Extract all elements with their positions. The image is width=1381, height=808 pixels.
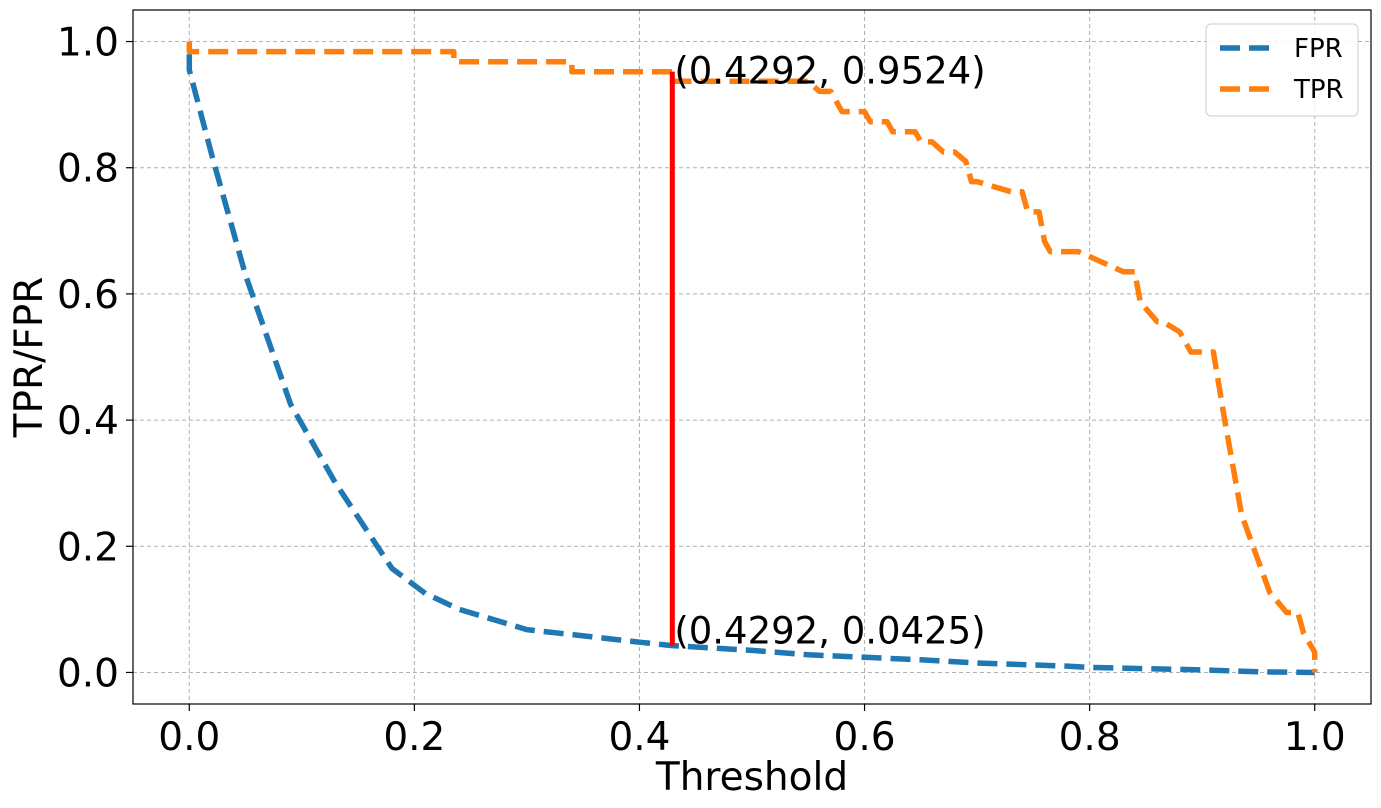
x-axis-title: Threshold <box>655 755 848 800</box>
y-tick-label: 1.0 <box>57 21 119 66</box>
grid <box>133 10 1371 704</box>
y-tick-label: 0.4 <box>57 399 119 444</box>
annotations: (0.4292, 0.9524) (0.4292, 0.0425) <box>674 50 985 653</box>
legend-label-fpr: FPR <box>1294 34 1343 64</box>
annotation-label: (0.4292, 0.9524) <box>674 50 985 93</box>
y-tick-label: 0.0 <box>57 651 119 696</box>
series-lines <box>186 41 1318 676</box>
y-axis-title: TPR/FPR <box>7 277 52 439</box>
annotation-label: (0.4292, 0.0425) <box>674 610 985 653</box>
series-line-fpr <box>186 54 1315 676</box>
legend-box <box>1205 23 1359 117</box>
legend: FPR TPR <box>1205 23 1359 117</box>
axes: 0.0 0.2 0.4 0.6 0.8 1.0 0.0 0.2 0.4 0.6 0.8 1.0 Thre… <box>7 9 1372 800</box>
y-tick-label: 0.8 <box>57 147 119 192</box>
x-tick-label: 0.2 <box>383 715 445 760</box>
x-tick-label: 0.0 <box>158 715 220 760</box>
series-line-tpr <box>186 41 1318 673</box>
x-tick-label: 0.8 <box>1059 715 1121 760</box>
x-tick-label: 0.6 <box>834 715 896 760</box>
x-tick-label: 0.4 <box>608 715 670 760</box>
x-tick-label: 1.0 <box>1284 715 1346 760</box>
plot-frame <box>132 9 1372 705</box>
legend-label-tpr: TPR <box>1293 75 1344 105</box>
y-tick-label: 0.6 <box>57 273 119 318</box>
y-tick-label: 0.2 <box>57 525 119 570</box>
